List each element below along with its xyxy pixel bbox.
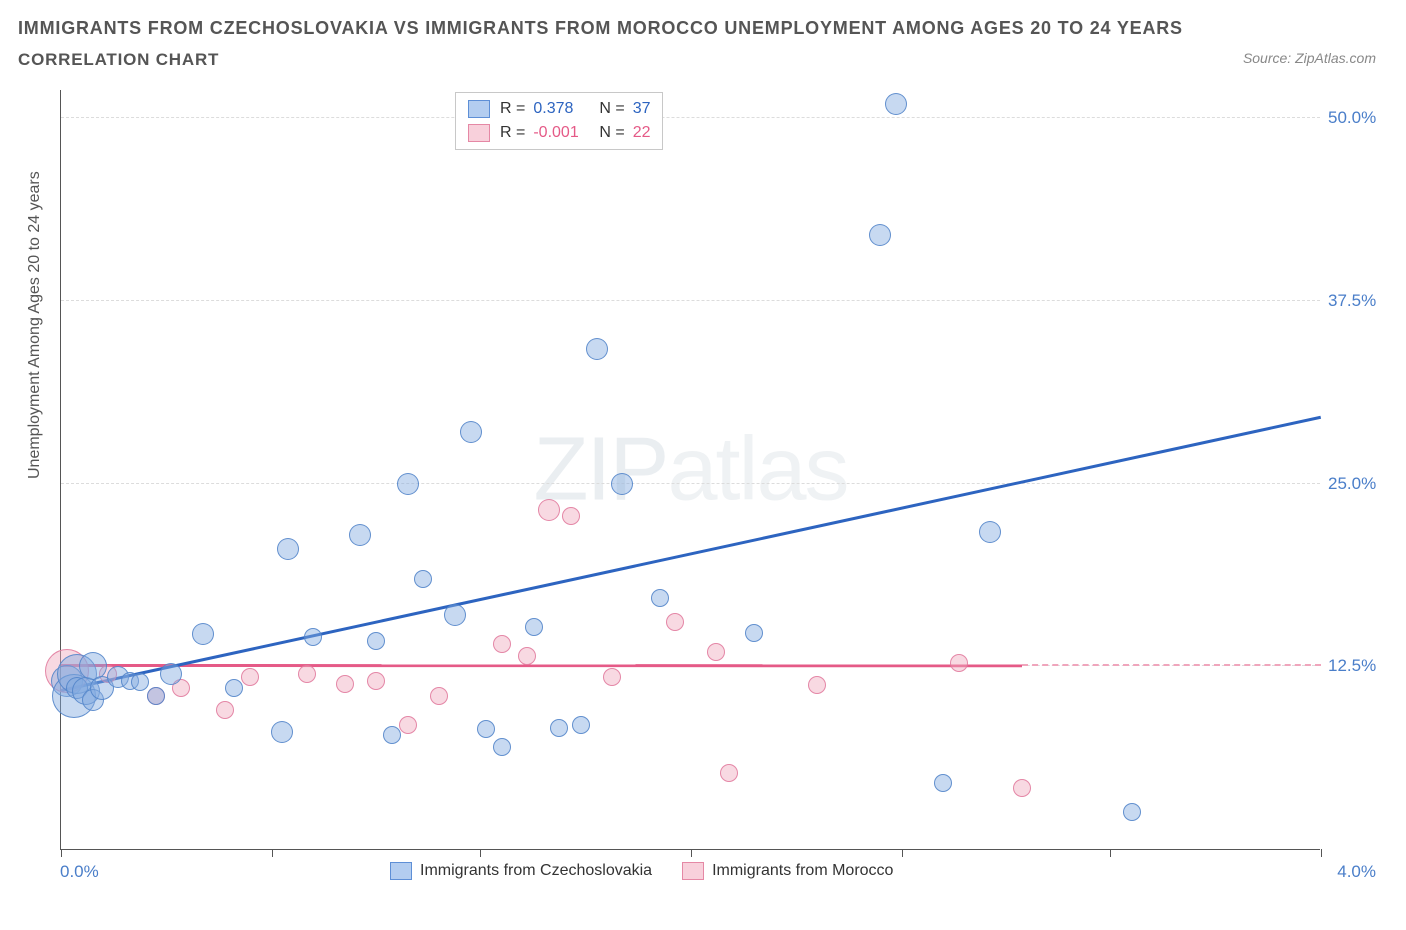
data-point [518,647,536,665]
n-value-czech: 37 [633,100,651,118]
data-point [383,726,401,744]
data-point [277,538,299,560]
swatch-blue-icon [390,862,412,880]
n-value-morocco: 22 [633,124,651,142]
data-point [525,618,543,636]
legend-correlation: R = 0.378 N = 37 R = -0.001 N = 22 [455,92,663,150]
data-point [271,721,293,743]
trend-line [61,415,1322,691]
data-point [367,672,385,690]
n-label: N = [599,100,624,118]
data-point [979,521,1001,543]
data-point [651,589,669,607]
legend-row-morocco: R = -0.001 N = 22 [468,121,650,145]
r-label: R = [500,124,525,142]
watermark: ZIPatlas [533,418,847,521]
r-value-czech: 0.378 [533,100,589,118]
legend-item-czech: Immigrants from Czechoslovakia [390,862,652,880]
data-point [477,720,495,738]
data-point [550,719,568,737]
n-label: N = [599,124,624,142]
x-tick [61,849,62,857]
r-value-morocco: -0.001 [533,124,589,142]
x-axis-max-label: 4.0% [1337,862,1376,882]
y-tick-label: 12.5% [1328,656,1398,676]
data-point [586,338,608,360]
data-point [493,635,511,653]
data-point [707,643,725,661]
x-tick [272,849,273,857]
y-tick-label: 50.0% [1328,108,1398,128]
data-point [131,673,149,691]
data-point [572,716,590,734]
data-point [241,668,259,686]
data-point [808,676,826,694]
chart-subtitle: CORRELATION CHART [18,50,219,70]
data-point [1013,779,1031,797]
data-point [538,499,560,521]
x-axis-min-label: 0.0% [60,862,99,882]
gridline [61,117,1320,118]
data-point [950,654,968,672]
legend-series: Immigrants from Czechoslovakia Immigrant… [390,862,893,880]
swatch-pink-icon [682,862,704,880]
data-point [367,632,385,650]
y-axis-label: Unemployment Among Ages 20 to 24 years [26,171,44,479]
x-tick [1321,849,1322,857]
legend-row-czech: R = 0.378 N = 37 [468,97,650,121]
swatch-blue-icon [468,100,490,118]
data-point [304,628,322,646]
chart-title: IMMIGRANTS FROM CZECHOSLOVAKIA VS IMMIGR… [18,18,1183,39]
data-point [493,738,511,756]
data-point [460,421,482,443]
data-point [562,507,580,525]
data-point [349,524,371,546]
data-point [160,663,182,685]
legend-label-morocco: Immigrants from Morocco [712,862,893,880]
data-point [934,774,952,792]
gridline [61,300,1320,301]
data-point [147,687,165,705]
x-tick [1110,849,1111,857]
data-point [336,675,354,693]
data-point [192,623,214,645]
data-point [397,473,419,495]
x-tick [902,849,903,857]
data-point [430,687,448,705]
data-point [611,473,633,495]
data-point [885,93,907,115]
y-tick-label: 25.0% [1328,474,1398,494]
x-tick [691,849,692,857]
chart-source: Source: ZipAtlas.com [1243,50,1376,66]
data-point [603,668,621,686]
y-tick-label: 37.5% [1328,291,1398,311]
data-point [666,613,684,631]
data-point [869,224,891,246]
plot-area: ZIPatlas 12.5%25.0%37.5%50.0% [60,90,1320,850]
x-tick [480,849,481,857]
data-point [216,701,234,719]
data-point [444,604,466,626]
data-point [414,570,432,588]
data-point [745,624,763,642]
trend-line [61,664,1022,667]
data-point [225,679,243,697]
data-point [720,764,738,782]
data-point [399,716,417,734]
data-point [298,665,316,683]
legend-item-morocco: Immigrants from Morocco [682,862,893,880]
data-point [1123,803,1141,821]
swatch-pink-icon [468,124,490,142]
gridline [61,483,1320,484]
trend-line-dashed [1022,664,1321,666]
watermark-thin: atlas [667,419,847,519]
r-label: R = [500,100,525,118]
legend-label-czech: Immigrants from Czechoslovakia [420,862,652,880]
